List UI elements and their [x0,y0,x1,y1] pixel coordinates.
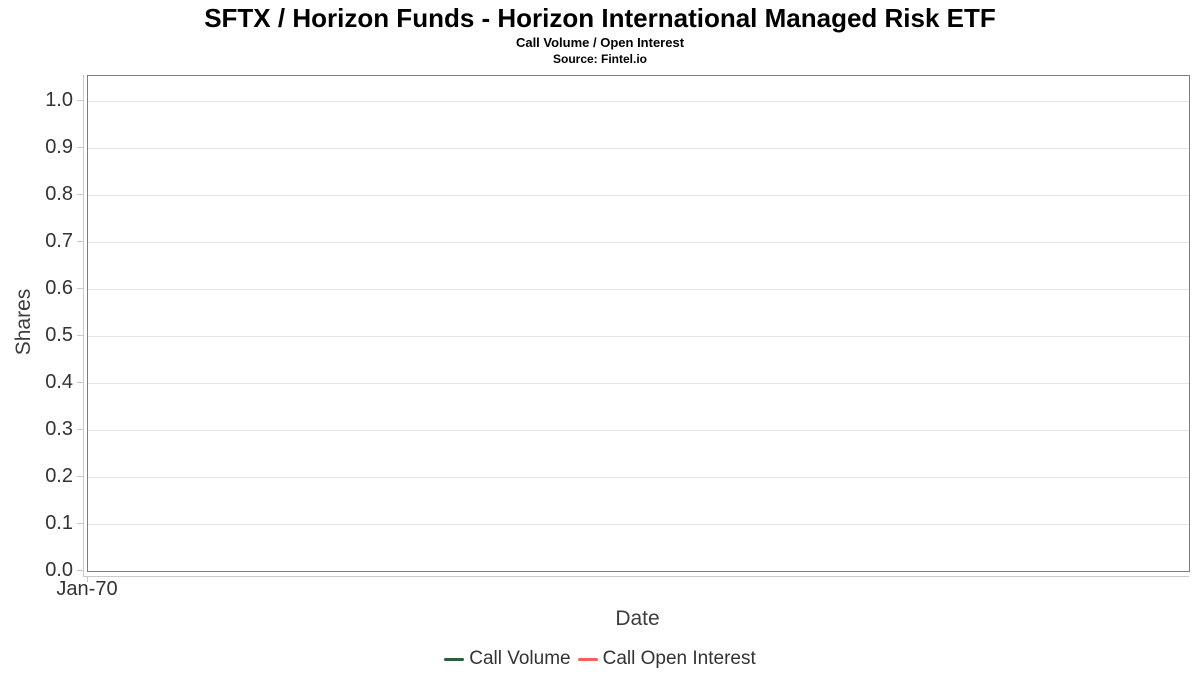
y-tick-label: 0.4 [45,371,73,393]
y-tick-mark [77,429,84,430]
plot-area [87,75,1190,572]
y-tick-label: 0.3 [45,418,73,440]
y-tick-mark [77,382,84,383]
gridline [88,148,1189,149]
gridline [88,430,1189,431]
gridline [88,336,1189,337]
y-tick-mark [77,288,84,289]
chart-subtitle: Call Volume / Open Interest [515,35,685,50]
gridline [88,195,1189,196]
gridline [88,289,1189,290]
x-axis-line [83,576,1189,577]
gridline [88,383,1189,384]
gridline [88,242,1189,243]
y-tick-label: 1.0 [45,89,73,111]
y-axis-line [83,75,84,576]
y-tick-mark [77,194,84,195]
gridline [88,477,1189,478]
y-tick-label: 0.1 [45,512,73,534]
legend-label: Call Open Interest [602,648,756,669]
y-tick-label: 0.7 [45,230,73,252]
legend-item[interactable]: Call Open Interest [577,647,756,671]
y-tick-label: 0.2 [45,465,73,487]
y-tick-label: 0.0 [45,559,73,581]
y-tick-label: 0.5 [45,324,73,346]
y-tick-mark [77,476,84,477]
legend-label: Call Volume [469,648,571,669]
chart-title: SFTX / Horizon Funds - Horizon Internati… [204,3,996,33]
y-tick-label: 0.8 [45,183,73,205]
gridline [88,101,1189,102]
gridline [88,524,1189,525]
y-tick-mark [77,523,84,524]
x-tick-mark [87,576,88,582]
legend-item[interactable]: Call Volume [444,647,571,671]
chart-source-credit: Source: Fintel.io [552,52,647,66]
y-tick-mark [77,100,84,101]
y-tick-label: 0.9 [45,136,73,158]
x-tick-label: Jan-70 [56,578,118,600]
chart-legend: Call Volume Call Open Interest [0,646,1200,672]
y-tick-mark [77,570,84,571]
x-axis-title: Date [615,607,660,630]
y-tick-mark [77,147,84,148]
y-tick-label: 0.6 [45,277,73,299]
y-tick-mark [77,335,84,336]
y-tick-mark [77,241,84,242]
legend-line-marker [444,657,465,661]
legend-line-marker [577,657,598,661]
